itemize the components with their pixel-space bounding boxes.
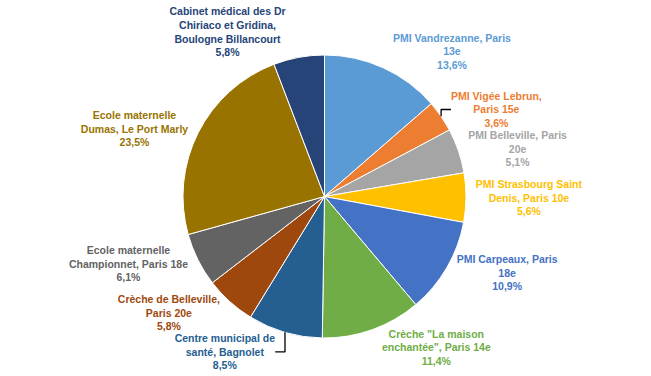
svg-text:Ecole maternelleChampionnet, P: Ecole maternelleChampionnet, Paris 18e6,…: [69, 244, 188, 283]
svg-text:PMI Carpeaux, Paris18e10,9%: PMI Carpeaux, Paris18e10,9%: [457, 253, 558, 292]
svg-text:Crèche "La maisonenchantée", P: Crèche "La maisonenchantée", Paris 14e11…: [382, 328, 491, 367]
svg-text:PMI Vigée Lebrun,Paris 15e3,6%: PMI Vigée Lebrun,Paris 15e3,6%: [451, 90, 542, 129]
svg-text:PMI Strasbourg SaintDenis, Par: PMI Strasbourg SaintDenis, Paris 10e5,6%: [476, 178, 583, 217]
svg-text:Centre municipal desanté, Bagn: Centre municipal desanté, Bagnolet8,5%: [175, 332, 276, 371]
svg-text:Cabinet médical des DrChiriaco: Cabinet médical des DrChiriaco et Gridin…: [169, 5, 285, 58]
svg-text:Crèche de Belleville,Paris 20e: Crèche de Belleville,Paris 20e5,8%: [118, 293, 220, 332]
svg-text:PMI Belleville, Paris20e5,1%: PMI Belleville, Paris20e5,1%: [468, 129, 567, 168]
svg-text:PMI Vandrezanne, Paris13e13,6%: PMI Vandrezanne, Paris13e13,6%: [393, 32, 511, 71]
svg-text:Ecole maternelleDumas, Le Port: Ecole maternelleDumas, Le Port Marly23,5…: [81, 109, 189, 148]
